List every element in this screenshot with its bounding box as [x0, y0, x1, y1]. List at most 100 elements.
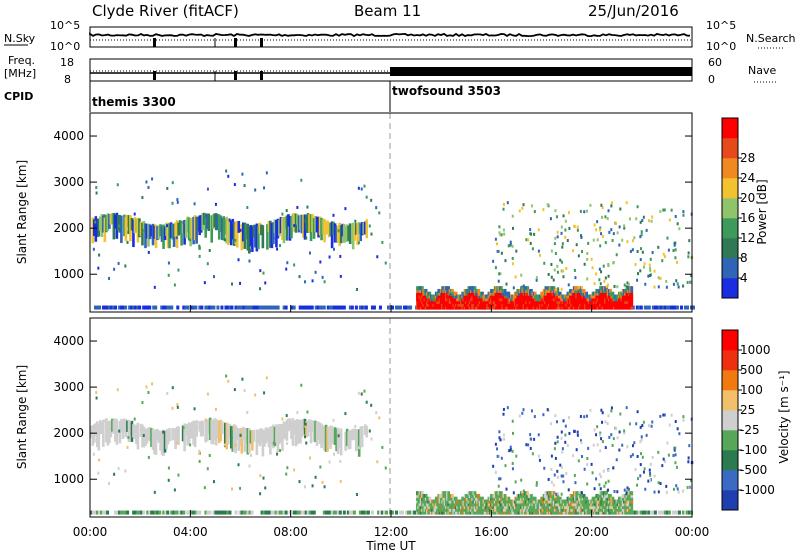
- echo-cell: [126, 445, 129, 449]
- echo-cell: [326, 220, 329, 234]
- echo-cell: [348, 510, 352, 515]
- echo-cell: [298, 305, 302, 310]
- echo-cell: [600, 475, 603, 479]
- echo-cell: [557, 492, 560, 496]
- echo-cell: [92, 247, 95, 251]
- echo-cell: [203, 486, 206, 490]
- echo-cell: [259, 474, 262, 478]
- echo-cell: [503, 288, 507, 293]
- echo-cell: [147, 223, 150, 247]
- echo-cell: [332, 429, 335, 445]
- echo-cell: [586, 456, 589, 460]
- echo-cell: [126, 420, 129, 432]
- echo-cell: [286, 466, 289, 470]
- echo-cell: [220, 510, 224, 515]
- echo-cell: [330, 221, 334, 249]
- echo-cell: [306, 510, 310, 515]
- echo-cell: [653, 269, 656, 273]
- echo-cell: [116, 388, 119, 392]
- echo-cell: [114, 418, 117, 442]
- echo-cell: [153, 490, 156, 494]
- echo-cell: [246, 428, 250, 455]
- echo-cell: [625, 285, 628, 289]
- echo-cell: [582, 288, 586, 293]
- echo-cell: [409, 510, 413, 515]
- echo-cell: [173, 283, 176, 287]
- echo-cell: [224, 510, 228, 515]
- echo-cell: [354, 219, 357, 223]
- echo-cell: [262, 271, 265, 275]
- echo-cell: [97, 471, 100, 475]
- echo-cell: [226, 423, 230, 445]
- echo-cell: [114, 214, 117, 229]
- echo-cell: [246, 410, 249, 414]
- echo-cell: [355, 492, 358, 496]
- echo-cell: [627, 487, 630, 491]
- echo-cell: [635, 422, 638, 426]
- echo-cell: [354, 429, 358, 452]
- echo-cell: [630, 502, 634, 507]
- echo-cell: [228, 218, 231, 222]
- echo-cell: [144, 305, 148, 310]
- echo-cell: [583, 210, 586, 214]
- echo-cell: [550, 468, 553, 472]
- echo-cell: [291, 213, 295, 228]
- echo-cell: [176, 403, 179, 407]
- echo-cell: [305, 441, 308, 445]
- echo-cell: [639, 220, 642, 224]
- echo-cell: [555, 287, 558, 291]
- echo-cell: [550, 454, 553, 458]
- echo-cell: [112, 212, 116, 240]
- echo-cell: [648, 219, 651, 223]
- echo-cell: [642, 470, 645, 474]
- echo-cell: [651, 420, 654, 424]
- echo-cell: [555, 492, 558, 496]
- echo-cell: [428, 291, 432, 296]
- echo-cell: [338, 510, 342, 515]
- echo-cell: [602, 469, 605, 473]
- echo-cell: [308, 419, 311, 433]
- echo-cell: [236, 305, 240, 310]
- echo-cell: [689, 510, 693, 515]
- echo-cell: [639, 235, 642, 239]
- echo-cell: [336, 510, 340, 515]
- echo-cell: [372, 305, 376, 310]
- echo-cell: [643, 510, 647, 515]
- echo-cell: [672, 454, 675, 458]
- echo-cell: [542, 208, 545, 212]
- echo-cell: [566, 239, 569, 243]
- echo-cell: [659, 414, 662, 418]
- echo-cell: [615, 427, 618, 431]
- echo-cell: [386, 305, 390, 310]
- velocity-tick-label: 1000: [740, 343, 771, 357]
- echo-cell: [184, 219, 188, 238]
- echo-cell: [363, 389, 366, 393]
- echo-cell: [574, 276, 577, 280]
- echo-cell: [601, 440, 604, 444]
- echo-cell: [574, 481, 577, 485]
- echo-cell: [142, 229, 145, 233]
- echo-cell: [133, 424, 137, 440]
- echo-cell: [625, 490, 628, 494]
- echo-cell: [126, 240, 129, 244]
- echo-cell: [249, 430, 253, 444]
- echo-cell: [194, 510, 198, 515]
- echo-cell: [565, 266, 568, 270]
- date-label: 25/Jun/2016: [588, 2, 679, 20]
- echo-cell: [262, 305, 266, 310]
- echo-cell: [198, 421, 201, 432]
- echo-cell: [213, 275, 216, 279]
- echo-cell: [198, 459, 201, 463]
- echo-cell: [151, 428, 155, 450]
- echo-cell: [147, 427, 150, 441]
- echo-cell: [152, 510, 156, 515]
- echo-cell: [328, 305, 332, 310]
- echo-cell: [240, 305, 244, 310]
- echo-cell: [204, 419, 207, 423]
- echo-cell: [360, 187, 363, 191]
- echo-cell: [121, 419, 125, 439]
- echo-cell: [492, 464, 495, 468]
- echo-cell: [173, 488, 176, 492]
- echo-cell: [216, 420, 220, 439]
- power-tick-label: 8: [740, 251, 748, 265]
